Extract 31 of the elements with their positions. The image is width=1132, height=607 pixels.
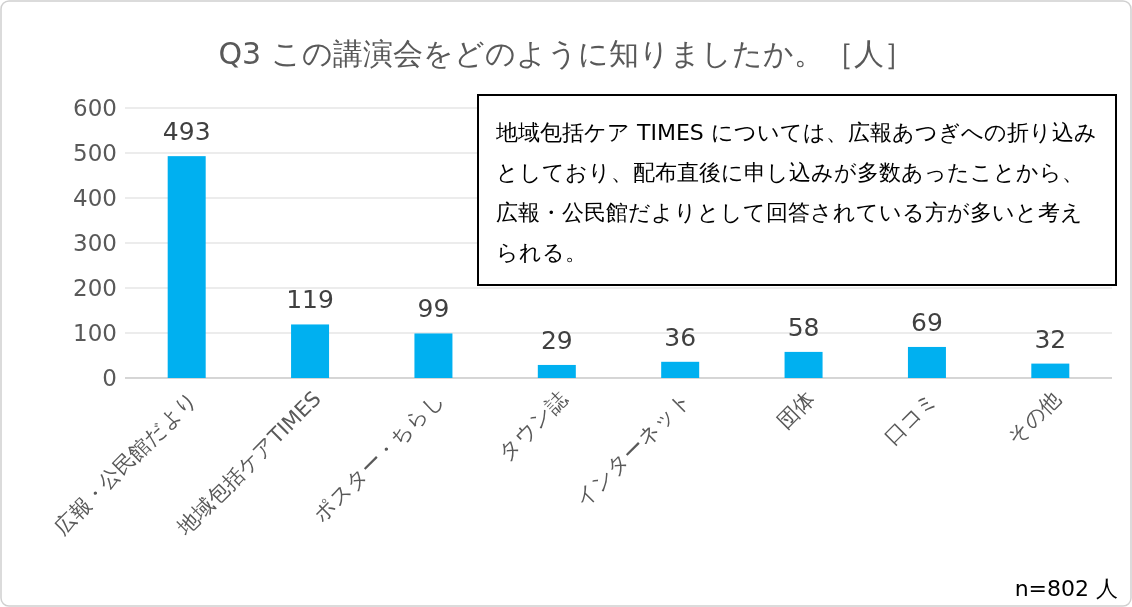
x-tick-label: その他 [1002,386,1066,450]
y-tick-label: 400 [73,185,117,211]
y-tick-label: 0 [102,365,117,391]
data-label: 99 [417,294,450,324]
data-label: 32 [1034,324,1067,354]
annotation: 地域包括ケア TIMES については、広報あつぎへの折り込みとしており、配布直後に申し込みが多数あったことから、広報・公民館だよりとして回答されている方が多いと考えられる。 [495,120,1097,265]
bar [537,364,576,378]
y-tick-label: 500 [73,140,117,166]
bar [661,361,700,378]
y-tick-label: 600 [73,95,117,121]
x-tick-label: タウン誌 [493,386,573,466]
data-label: 69 [911,307,943,337]
y-tick-label: 200 [73,275,117,301]
bar [784,351,823,378]
chart-title: Q3 この講演会をどのように知りましたか。［人］ [218,36,914,71]
y-tick-label: 300 [73,230,117,256]
data-label: 493 [162,117,211,147]
x-tick-label: 口コミ [879,386,943,450]
y-tick-label: 100 [73,320,117,346]
text: n=802 人 [1014,576,1118,601]
data-label: 36 [664,322,697,352]
data-label: 119 [286,285,334,315]
x-tick-label: 団体 [772,386,820,434]
x-tick-label: インターネット [570,386,696,512]
bar [414,333,453,378]
data-label: 58 [787,312,820,342]
data-label: 29 [540,325,573,355]
bar [167,156,206,378]
bar [907,346,946,378]
bar [291,324,330,378]
bar [1031,363,1070,378]
